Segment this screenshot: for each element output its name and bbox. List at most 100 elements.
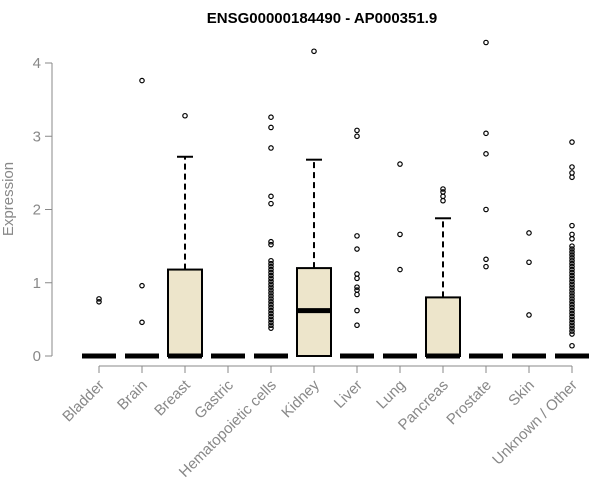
outlier-point <box>268 301 274 308</box>
outlier-point <box>526 230 532 236</box>
outlier-point <box>354 133 360 140</box>
outlier-point <box>354 307 360 314</box>
outlier-point <box>569 236 575 242</box>
outlier-point <box>569 246 575 252</box>
box-breast <box>167 112 203 359</box>
outlier-point <box>268 310 274 317</box>
outlier-point <box>268 272 274 279</box>
box-iqr <box>167 268 203 357</box>
outlier-point <box>569 257 575 264</box>
box-unknown-other <box>555 139 589 359</box>
x-tick-label: Kidney <box>278 376 323 421</box>
outlier-point <box>569 275 575 282</box>
outlier-point <box>268 296 274 302</box>
outlier-point <box>569 322 575 329</box>
outlier-point <box>268 284 274 290</box>
outlier-point <box>569 281 575 288</box>
box-liver <box>340 127 374 359</box>
x-tick-label: Breast <box>151 376 194 419</box>
box-skin <box>512 230 546 359</box>
outlier-point <box>440 193 446 200</box>
outlier-point <box>354 246 360 252</box>
x-tick-label: Brain <box>114 377 151 414</box>
outlier-point <box>569 269 575 276</box>
y-tick-label: 2 <box>33 202 41 219</box>
chart-title: ENSG00000184490 - AP000351.9 <box>207 10 437 27</box>
outlier-point <box>569 174 575 181</box>
box-iqr <box>425 296 461 357</box>
y-tick-label: 4 <box>33 55 41 72</box>
outlier-point <box>483 256 489 263</box>
outlier-point <box>569 243 575 249</box>
outlier-point <box>569 231 575 238</box>
outlier-point <box>569 255 575 261</box>
outlier-point <box>354 233 360 239</box>
outlier-point <box>268 200 274 207</box>
outlier-point <box>569 260 575 267</box>
outlier-point <box>569 287 575 293</box>
outlier-point <box>569 263 575 270</box>
outlier-point <box>268 278 274 285</box>
outlier-point <box>268 322 274 329</box>
outlier-point <box>569 249 575 255</box>
outlier-point <box>569 293 575 299</box>
outlier-point <box>483 263 489 270</box>
outlier-point <box>268 275 274 282</box>
outlier-point <box>268 257 274 264</box>
outlier-point <box>569 319 575 326</box>
outlier-point <box>311 48 317 55</box>
x-tick-label: Lung <box>373 377 409 413</box>
outlier-point <box>483 151 489 157</box>
outlier-point <box>268 281 274 288</box>
outlier-point <box>182 112 188 119</box>
outlier-point <box>569 325 575 331</box>
outlier-point <box>268 298 274 305</box>
y-tick-label: 0 <box>33 348 41 365</box>
box-brain <box>125 77 159 359</box>
y-tick-label: 1 <box>33 275 41 292</box>
x-tick-label: Skin <box>505 377 538 410</box>
outlier-point <box>268 193 274 200</box>
outlier-point <box>268 316 274 323</box>
outlier-point <box>268 266 274 273</box>
outlier-point <box>569 266 575 273</box>
outlier-point <box>569 313 575 320</box>
y-axis: 0 1 2 3 4 <box>33 55 53 365</box>
outlier-point <box>569 252 575 258</box>
outlier-point <box>569 301 575 308</box>
outlier-point <box>569 272 575 279</box>
outlier-point <box>569 164 575 170</box>
outlier-point <box>268 290 274 296</box>
outlier-point <box>569 296 575 302</box>
outlier-point <box>569 331 575 337</box>
outlier-point <box>268 325 274 331</box>
outlier-point <box>483 130 489 137</box>
outlier-point <box>268 114 274 121</box>
outlier-point <box>569 310 575 317</box>
outlier-point <box>569 304 575 311</box>
x-tick-label: Prostate <box>443 377 495 429</box>
outlier-point <box>569 139 575 145</box>
outlier-point <box>569 290 575 296</box>
outlier-point <box>354 322 360 329</box>
outlier-point <box>139 319 145 326</box>
box-pancreas <box>425 186 461 359</box>
outlier-point <box>268 269 274 276</box>
outlier-point <box>139 77 145 84</box>
outlier-point <box>139 282 145 289</box>
outlier-point <box>569 328 575 334</box>
outlier-point <box>569 316 575 323</box>
outlier-point <box>354 284 360 290</box>
outlier-point <box>268 124 274 131</box>
outlier-point <box>268 238 274 245</box>
outlier-point <box>268 260 274 267</box>
outlier-point <box>397 161 403 167</box>
outlier-point <box>354 271 360 277</box>
outlier-point <box>354 275 360 282</box>
y-tick-label: 3 <box>33 128 41 145</box>
box-bladder <box>82 296 116 359</box>
outlier-point <box>526 312 532 318</box>
outlier-point <box>354 127 360 134</box>
